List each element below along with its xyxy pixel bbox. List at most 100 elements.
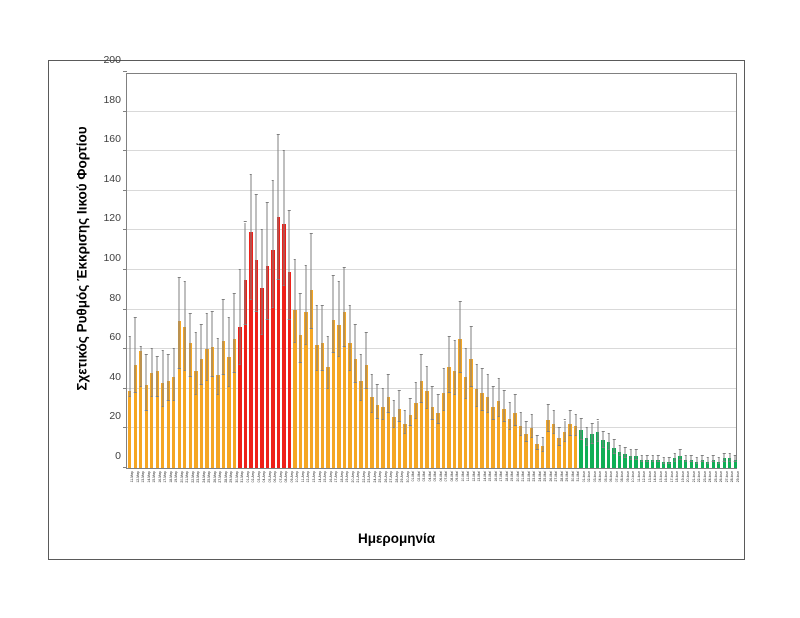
bar[interactable] <box>612 448 616 468</box>
bar[interactable] <box>320 343 325 468</box>
bar[interactable] <box>452 370 457 468</box>
bar[interactable] <box>359 380 363 468</box>
bar-group[interactable] <box>243 72 248 468</box>
bar-group[interactable] <box>562 72 567 468</box>
bar-group[interactable] <box>568 72 572 468</box>
bar[interactable] <box>458 339 462 468</box>
bar[interactable] <box>425 390 429 468</box>
bar[interactable] <box>265 266 270 468</box>
bar[interactable] <box>276 216 281 468</box>
bar-group[interactable] <box>381 72 385 468</box>
bar-group[interactable] <box>458 72 462 468</box>
bar[interactable] <box>678 456 682 468</box>
bar[interactable] <box>540 446 545 468</box>
bar-group[interactable] <box>166 72 170 468</box>
bar-group[interactable] <box>249 72 253 468</box>
bar-group[interactable] <box>672 72 677 468</box>
bar[interactable] <box>315 345 319 468</box>
bar-group[interactable] <box>298 72 303 468</box>
bar-group[interactable] <box>177 72 181 468</box>
bar-group[interactable] <box>282 72 286 468</box>
bar[interactable] <box>260 287 264 468</box>
bar-group[interactable] <box>337 72 341 468</box>
bar-group[interactable] <box>430 72 435 468</box>
bar[interactable] <box>513 412 517 468</box>
bar-group[interactable] <box>661 72 666 468</box>
bar[interactable] <box>221 341 226 468</box>
bar-group[interactable] <box>183 72 187 468</box>
bar-group[interactable] <box>194 72 198 468</box>
bar[interactable] <box>717 462 721 468</box>
bar-group[interactable] <box>221 72 226 468</box>
bar-group[interactable] <box>419 72 424 468</box>
bar-group[interactable] <box>728 72 732 468</box>
bar[interactable] <box>728 458 732 468</box>
bar-group[interactable] <box>502 72 506 468</box>
bar[interactable] <box>298 335 303 468</box>
bar[interactable] <box>227 357 231 468</box>
bar[interactable] <box>733 460 737 468</box>
bar-group[interactable] <box>133 72 137 468</box>
bar[interactable] <box>150 372 154 468</box>
bar[interactable] <box>546 420 550 468</box>
bar[interactable] <box>695 462 699 468</box>
bar[interactable] <box>205 349 209 468</box>
bar[interactable] <box>194 370 198 468</box>
bar[interactable] <box>309 289 314 468</box>
bar-group[interactable] <box>733 72 737 468</box>
bar[interactable] <box>507 418 512 468</box>
bar-group[interactable] <box>612 72 616 468</box>
bar[interactable] <box>645 460 649 468</box>
bar-group[interactable] <box>309 72 314 468</box>
bar[interactable] <box>254 260 259 468</box>
bar-group[interactable] <box>326 72 330 468</box>
bar[interactable] <box>348 343 352 468</box>
bar-group[interactable] <box>463 72 468 468</box>
bar-group[interactable] <box>480 72 484 468</box>
bar-group[interactable] <box>370 72 374 468</box>
bar-group[interactable] <box>199 72 203 468</box>
bar-group[interactable] <box>436 72 440 468</box>
bar[interactable] <box>628 456 633 468</box>
bar[interactable] <box>392 416 396 468</box>
bar[interactable] <box>667 462 671 468</box>
bar[interactable] <box>304 311 308 468</box>
bar[interactable] <box>397 408 402 468</box>
bar[interactable] <box>672 458 677 468</box>
bar-group[interactable] <box>485 72 490 468</box>
bar[interactable] <box>210 347 215 468</box>
bar-group[interactable] <box>397 72 402 468</box>
bar-group[interactable] <box>711 72 715 468</box>
bar-group[interactable] <box>573 72 578 468</box>
bar-group[interactable] <box>342 72 347 468</box>
bar[interactable] <box>282 224 286 468</box>
bar[interactable] <box>650 460 655 468</box>
bar-group[interactable] <box>579 72 583 468</box>
bar-group[interactable] <box>331 72 336 468</box>
bar-group[interactable] <box>441 72 446 468</box>
bar[interactable] <box>595 432 600 468</box>
bar-group[interactable] <box>535 72 539 468</box>
bar[interactable] <box>155 370 159 468</box>
bar-group[interactable] <box>513 72 517 468</box>
bar-group[interactable] <box>403 72 407 468</box>
bar[interactable] <box>524 434 528 468</box>
bar-group[interactable] <box>650 72 655 468</box>
bar-group[interactable] <box>700 72 704 468</box>
bar-group[interactable] <box>496 72 501 468</box>
bar-group[interactable] <box>161 72 165 468</box>
bar-group[interactable] <box>408 72 413 468</box>
bar-group[interactable] <box>287 72 292 468</box>
bar-group[interactable] <box>678 72 682 468</box>
bar[interactable] <box>480 392 484 468</box>
bar[interactable] <box>287 271 292 468</box>
bar[interactable] <box>128 390 132 468</box>
bar[interactable] <box>133 365 137 468</box>
bar-group[interactable] <box>232 72 237 468</box>
bar-group[interactable] <box>359 72 363 468</box>
bar-group[interactable] <box>639 72 644 468</box>
bar[interactable] <box>491 406 495 468</box>
bar[interactable] <box>199 359 203 468</box>
bar[interactable] <box>232 339 237 468</box>
bar-group[interactable] <box>414 72 418 468</box>
